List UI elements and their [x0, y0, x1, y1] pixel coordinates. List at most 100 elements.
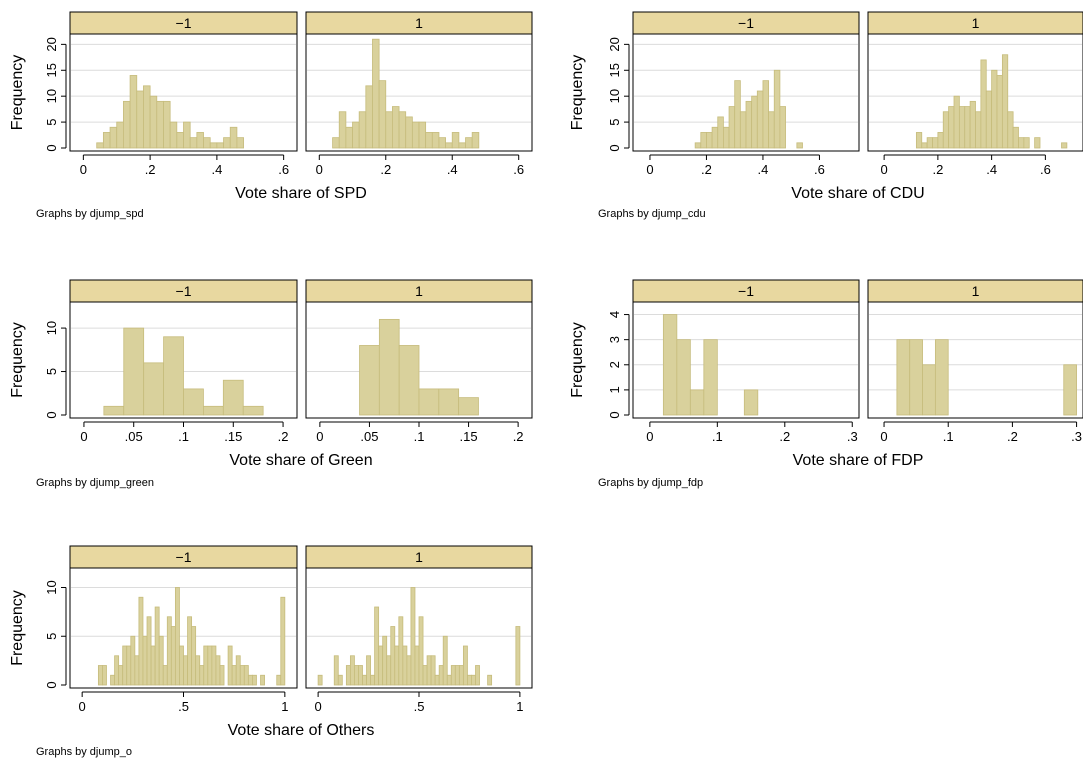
histogram-vote-share-of-fdp: −1 0 .1 .2 .3 0 1 2 3 4 1 0 .1 .2 .3 Frequency Vote shar…: [569, 279, 1083, 489]
histogram-bar: [1023, 137, 1030, 149]
histogram-bar: [398, 111, 407, 149]
y-tick-label: 10: [44, 89, 59, 103]
x-tick-label: .4: [758, 162, 769, 177]
histogram-bar: [711, 126, 719, 149]
histogram-bar: [694, 142, 702, 149]
histogram-bar: [471, 674, 476, 686]
y-axis-label: Frequency: [9, 55, 26, 131]
y-tick-label: 2: [607, 361, 622, 368]
histogram-bar: [385, 111, 393, 149]
x-tick-label: .3: [1071, 429, 1082, 444]
histogram-bar: [745, 100, 753, 149]
x-tick-label: 0: [646, 429, 653, 444]
histogram-bar: [195, 655, 201, 686]
x-tick-label: 0: [316, 429, 323, 444]
x-tick-label: 0: [316, 162, 323, 177]
x-tick-label: .2: [380, 162, 391, 177]
histogram-bar: [932, 137, 939, 149]
histogram-bar: [426, 655, 432, 686]
histogram-bar: [203, 405, 224, 416]
x-tick-label: 0: [880, 429, 887, 444]
histogram-bar: [243, 665, 249, 686]
x-tick-label: 0: [80, 162, 87, 177]
x-tick-label: .1: [712, 429, 723, 444]
x-axis-label: Vote share of SPD: [235, 185, 367, 202]
x-tick-label: .15: [460, 429, 478, 444]
histogram-bar: [756, 90, 764, 149]
histogram-bar: [662, 314, 678, 416]
histogram-bar: [953, 95, 960, 149]
x-tick-label: .2: [779, 429, 790, 444]
x-tick-label: .2: [145, 162, 156, 177]
histogram-bar: [937, 132, 944, 149]
histogram-bar: [317, 674, 323, 686]
histogram-bar: [406, 655, 412, 686]
y-tick-label: 15: [607, 63, 622, 77]
histogram-bar: [445, 142, 453, 149]
histogram-bar: [358, 665, 363, 686]
histogram-bar: [969, 100, 976, 149]
x-tick-label: 1: [281, 699, 288, 714]
histogram-bar: [386, 655, 392, 686]
histogram-bar: [475, 665, 480, 686]
histogram-bar: [118, 665, 124, 686]
histogram-bar: [183, 121, 191, 149]
histogram-bar: [187, 616, 193, 686]
histogram-bar: [110, 674, 115, 686]
histogram-bar: [338, 111, 347, 149]
histogram-bar: [1063, 364, 1077, 416]
histogram-bar: [102, 132, 111, 149]
histogram-bar: [365, 85, 373, 149]
histogram-bar: [138, 596, 144, 686]
histogram-bar: [97, 665, 103, 686]
histogram-bar: [703, 339, 718, 416]
histogram-bar: [410, 587, 416, 686]
histogram-bar: [985, 90, 993, 149]
histogram-bar: [996, 75, 1003, 149]
y-tick-label: 0: [44, 144, 59, 151]
histogram-bar: [438, 665, 444, 686]
x-tick-label: .2: [932, 162, 943, 177]
histogram-bar: [114, 655, 120, 686]
histogram-bar: [280, 596, 286, 686]
panel-strip-label: −1: [738, 283, 754, 299]
histogram-bar: [717, 116, 724, 149]
panel-minus-1: −1 0 .05 .1 .15 .2 0 5 10: [44, 279, 298, 444]
graphs-by-note: Graphs by djump_fdp: [598, 477, 703, 489]
x-tick-label: .2: [701, 162, 712, 177]
histogram-bar: [451, 132, 460, 149]
histogram-bar: [418, 616, 424, 686]
x-tick-label: .3: [847, 429, 858, 444]
histogram-bar: [779, 106, 786, 149]
histogram-bar: [242, 405, 264, 416]
x-tick-label: .6: [814, 162, 825, 177]
x-tick-label: .1: [414, 429, 425, 444]
x-tick-label: .4: [211, 162, 222, 177]
panel-strip-label: 1: [972, 15, 980, 31]
histogram-bar: [143, 85, 151, 149]
histogram-bar: [418, 388, 440, 416]
histogram-bar: [458, 142, 466, 149]
x-tick-label: .2: [513, 429, 524, 444]
histogram-bar: [183, 655, 188, 686]
y-tick-label: 10: [44, 580, 59, 594]
y-axis-label: Frequency: [569, 55, 586, 131]
x-tick-label: .4: [447, 162, 458, 177]
x-tick-label: .1: [943, 429, 954, 444]
histogram-bar: [431, 132, 440, 149]
y-axis-label: Frequency: [9, 322, 26, 398]
histogram-bar: [222, 379, 244, 416]
y-tick-label: 5: [607, 118, 622, 125]
panel-strip-label: 1: [415, 283, 423, 299]
histogram-bar: [926, 137, 933, 149]
x-axis-label: Vote share of Others: [228, 722, 375, 739]
histogram-bar: [203, 645, 209, 686]
histogram-bar: [958, 106, 966, 149]
histogram-bar: [762, 80, 770, 149]
histogram-bar: [163, 100, 171, 149]
panel-plus-1: 10.5 1: [305, 545, 533, 714]
histogram-bar: [378, 645, 384, 686]
histogram-bar: [163, 336, 184, 416]
